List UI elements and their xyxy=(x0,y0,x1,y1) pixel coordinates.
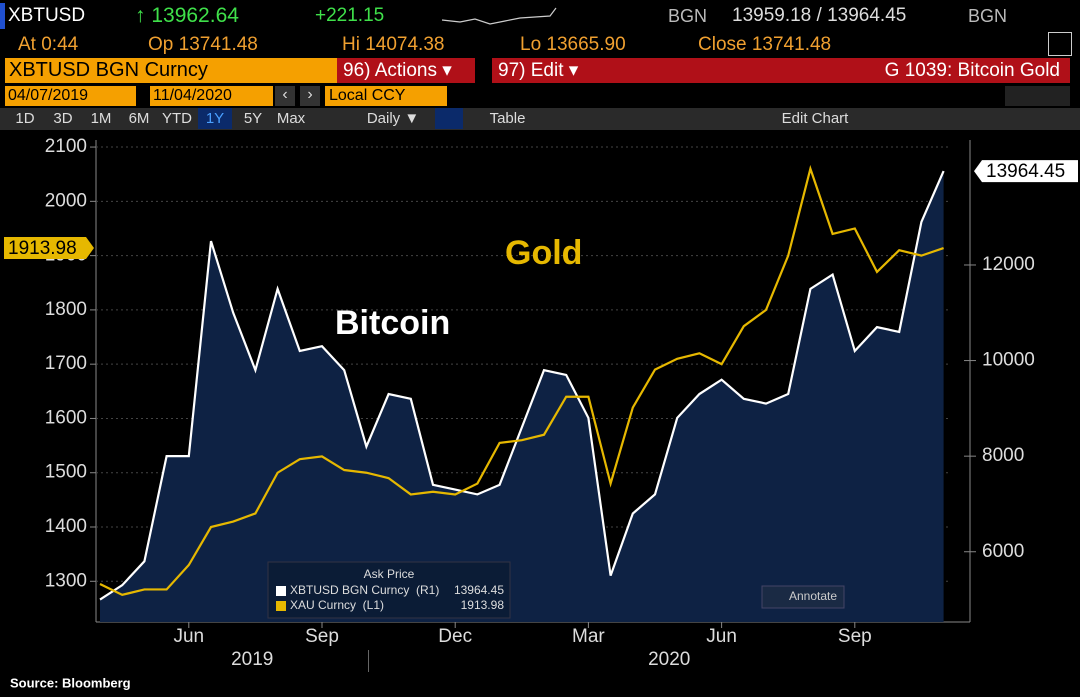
y2-tick-label: 6000 xyxy=(982,541,1024,562)
x-tick-label: Dec xyxy=(438,626,472,647)
change: +221.15 xyxy=(315,5,385,26)
legend-value: 1913.98 xyxy=(461,598,505,612)
edit-menu[interactable]: 97) Edit ▾ xyxy=(492,58,606,83)
high: Hi 14074.38 xyxy=(342,34,445,55)
legend-label: XAU Curncy (L1) xyxy=(290,598,384,612)
range-button[interactable]: 1D xyxy=(15,110,35,127)
last-value-label: 1913.98 xyxy=(8,238,77,259)
range-button[interactable]: YTD xyxy=(162,110,192,127)
last-value-tag xyxy=(974,160,1078,183)
legend-swatch xyxy=(276,601,286,611)
actions-menu[interactable]: 96) Actions ▾ xyxy=(337,58,475,83)
legend-value: 13964.45 xyxy=(454,583,504,597)
y-tick-label: 1300 xyxy=(45,570,87,591)
y-tick-label: 2000 xyxy=(45,190,87,211)
edit-chart-button[interactable]: Edit Chart xyxy=(781,110,849,127)
y2-tick-label: 8000 xyxy=(982,445,1024,466)
source-1: BGN xyxy=(668,6,708,26)
x-tick-label: Jun xyxy=(173,626,204,647)
end-date[interactable]: 11/04/2020 xyxy=(150,86,273,106)
marker xyxy=(0,3,5,29)
y-tick-label: 2100 xyxy=(45,136,87,157)
range-button[interactable]: Max xyxy=(276,110,306,127)
last-value-tag xyxy=(4,237,94,260)
low: Lo 13665.90 xyxy=(520,34,626,55)
range-button[interactable]: 6M xyxy=(128,110,150,127)
line xyxy=(99,164,944,597)
time: At 0:44 xyxy=(18,34,79,55)
next-button[interactable]: › xyxy=(300,86,320,106)
annotation: Gold xyxy=(505,234,582,272)
currency[interactable]: Local CCY xyxy=(325,86,447,106)
x-tick-label: Sep xyxy=(838,626,872,647)
legend-title: Ask Price xyxy=(364,567,415,581)
legend-box xyxy=(267,561,511,619)
chart-icon[interactable] xyxy=(435,108,463,129)
chart-name: G 1039: Bitcoin Gold xyxy=(604,58,1070,83)
y-tick-label: 1800 xyxy=(45,299,87,320)
legend-label: XBTUSD BGN Curncy (R1) xyxy=(290,583,439,597)
prev-button[interactable]: ‹ xyxy=(275,86,295,106)
annotate-button[interactable] xyxy=(761,585,845,609)
table-button[interactable]: Table xyxy=(489,110,526,127)
x-tick-label: Mar xyxy=(572,626,605,647)
start-date[interactable]: 04/07/2019 xyxy=(5,86,136,106)
sparkline xyxy=(441,7,557,25)
annotation: Bitcoin xyxy=(335,304,450,342)
legend-swatch xyxy=(276,586,286,596)
toolbar xyxy=(0,108,1080,130)
close: Close 13741.48 xyxy=(698,34,832,55)
range-button[interactable]: 1M xyxy=(90,110,112,127)
x-group-label: 2019 xyxy=(231,649,273,670)
y-tick-label: 1600 xyxy=(45,407,87,428)
undo-redo[interactable] xyxy=(1005,86,1070,106)
range-button[interactable]: 1Y xyxy=(198,108,232,129)
x-group-label: 2020 xyxy=(648,649,690,670)
y2-tick-label: 10000 xyxy=(982,350,1035,371)
y-tick-label: 1400 xyxy=(45,516,87,537)
expand-icon[interactable] xyxy=(1048,32,1072,56)
range-button[interactable]: 5Y xyxy=(243,110,263,127)
ticker: XBTUSD xyxy=(8,5,86,26)
last-value-label: 13964.45 xyxy=(986,161,1065,182)
y-tick-label: 1700 xyxy=(45,353,87,374)
source: Source: Bloomberg xyxy=(10,675,131,690)
y-tick-label: 1500 xyxy=(45,462,87,483)
source-2: BGN xyxy=(968,6,1008,26)
frequency[interactable]: Daily ▼ xyxy=(366,110,420,127)
line xyxy=(99,170,945,601)
x-tick-label: Sep xyxy=(305,626,339,647)
open: Op 13741.48 xyxy=(148,34,258,55)
security-field[interactable]: XBTUSD BGN Curncy xyxy=(5,58,337,83)
range-button[interactable]: 3D xyxy=(53,110,73,127)
last-price: ↑ 13962.64 xyxy=(135,4,239,27)
annotate-label: Annotate xyxy=(789,589,837,603)
y2-tick-label: 12000 xyxy=(982,254,1035,275)
x-tick-label: Jun xyxy=(706,626,737,647)
bid-ask: 13959.18 / 13964.45 xyxy=(732,5,907,26)
area xyxy=(100,171,944,622)
